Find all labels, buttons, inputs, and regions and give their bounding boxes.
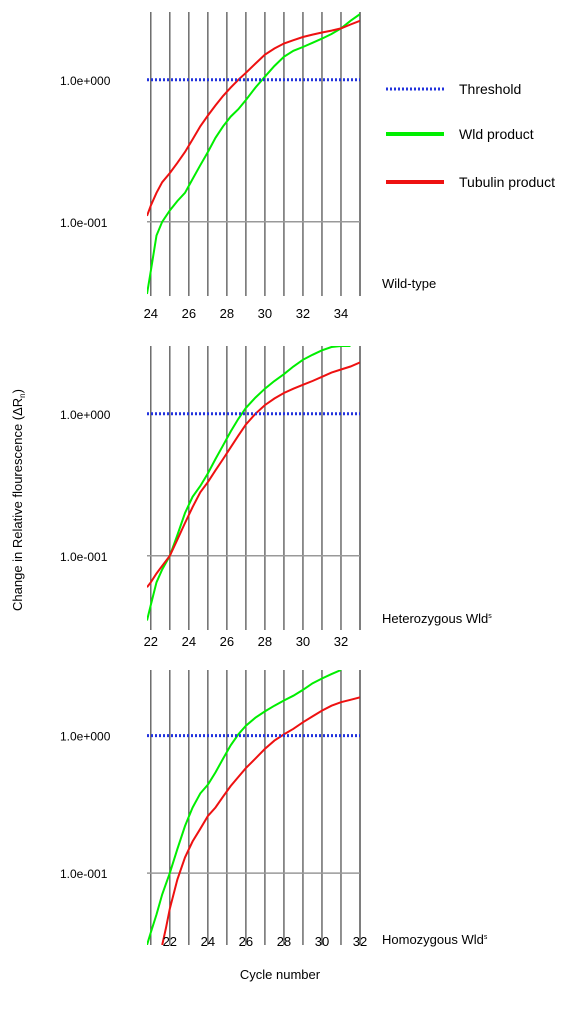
legend: Threshold Wld product Tubulin product [386, 81, 555, 190]
y-tick-label: 1.0e+000 [60, 74, 111, 88]
x-tick-label: 30 [315, 934, 329, 949]
y-axis-title-main: Change in Relative flourescence (ΔR [10, 398, 25, 611]
x-tick-label: 32 [334, 634, 348, 649]
legend-item-tubulin: Tubulin product [386, 174, 555, 190]
panel-label-superscript: s [488, 613, 492, 620]
x-tick-label: 24 [201, 934, 215, 949]
x-tick-label: 34 [334, 306, 348, 321]
x-tick-label: 28 [258, 634, 272, 649]
x-tick-label: 26 [220, 634, 234, 649]
y-axis-title-subscript: n [18, 393, 27, 397]
series-line-wld [147, 346, 351, 621]
panel-label: Homozygous Wlds [382, 932, 488, 947]
x-tick-label: 28 [277, 934, 291, 949]
x-axis-title: Cycle number [240, 967, 321, 982]
legend-label-threshold: Threshold [459, 81, 521, 97]
series-line-wld [147, 13, 360, 295]
x-tick-label: 28 [220, 306, 234, 321]
legend-label-wld: Wld product [459, 126, 534, 142]
y-tick-label: 1.0e-001 [60, 216, 108, 230]
y-tick-label: 1.0e+000 [60, 408, 111, 422]
x-tick-label: 24 [144, 306, 158, 321]
y-axis-title-close: ) [10, 389, 25, 393]
y-tick-label: 1.0e+000 [60, 730, 111, 744]
series-line-tubulin [161, 696, 360, 945]
panel-homozygous: 1.0e+000 1.0e-001 22 24 26 28 30 32 Homozygous W… [60, 670, 488, 949]
series-line-tubulin [147, 361, 360, 588]
panel-label: Wild-type [382, 276, 436, 291]
x-tick-label: 22 [163, 934, 177, 949]
x-tick-label: 30 [296, 634, 310, 649]
panel-heterozygous: 1.0e+000 1.0e-001 22 24 26 28 30 32 Heterozygous… [60, 346, 492, 649]
legend-item-threshold: Threshold [386, 81, 521, 97]
x-tick-label: 32 [353, 934, 367, 949]
x-tick-label: 22 [144, 634, 158, 649]
y-axis-title: Change in Relative flourescence (ΔRn) [10, 389, 27, 611]
panel-label-main: Heterozygous Wld [382, 611, 488, 626]
panel-label: Heterozygous Wlds [382, 611, 492, 626]
x-tick-label: 26 [239, 934, 253, 949]
panel-label-main: Homozygous Wld [382, 932, 484, 947]
series-line-wld [147, 670, 342, 945]
legend-item-wld: Wld product [386, 126, 534, 142]
x-tick-label: 32 [296, 306, 310, 321]
y-tick-label: 1.0e-001 [60, 867, 108, 881]
x-tick-label: 30 [258, 306, 272, 321]
x-tick-label: 26 [182, 306, 196, 321]
panel-wild-type: 1.0e+000 1.0e-001 24 26 28 30 32 34 Wild-type [60, 12, 436, 321]
legend-label-tubulin: Tubulin product [459, 174, 555, 190]
panel-label-main: Wild-type [382, 276, 436, 291]
x-tick-label: 24 [182, 634, 196, 649]
series-line-tubulin [147, 19, 360, 217]
panel-label-superscript: s [484, 934, 488, 941]
y-tick-label: 1.0e-001 [60, 550, 108, 564]
